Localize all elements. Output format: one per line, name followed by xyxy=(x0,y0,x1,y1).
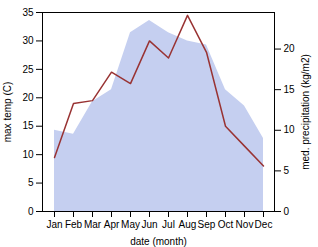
svg-text:15: 15 xyxy=(22,120,34,131)
svg-text:May: May xyxy=(121,219,140,230)
svg-text:Jun: Jun xyxy=(141,219,157,230)
svg-text:5: 5 xyxy=(28,177,34,188)
svg-text:10: 10 xyxy=(284,124,296,135)
svg-text:Aug: Aug xyxy=(179,219,197,230)
svg-text:15: 15 xyxy=(284,84,296,95)
svg-text:Sep: Sep xyxy=(198,219,216,230)
svg-text:10: 10 xyxy=(22,149,34,160)
svg-text:Feb: Feb xyxy=(65,219,83,230)
svg-text:25: 25 xyxy=(22,64,34,75)
svg-text:5: 5 xyxy=(284,165,290,176)
svg-text:Oct: Oct xyxy=(218,219,234,230)
svg-text:20: 20 xyxy=(22,92,34,103)
svg-text:35: 35 xyxy=(22,7,34,18)
svg-text:Nov: Nov xyxy=(236,219,254,230)
svg-text:Dec: Dec xyxy=(255,219,273,230)
svg-text:Jul: Jul xyxy=(162,219,175,230)
svg-text:Mar: Mar xyxy=(84,219,102,230)
svg-text:20: 20 xyxy=(284,43,296,54)
svg-text:Jan: Jan xyxy=(46,219,62,230)
svg-text:0: 0 xyxy=(284,206,290,217)
svg-text:med. precipitation (kg/m2): med. precipitation (kg/m2) xyxy=(300,54,311,170)
svg-text:0: 0 xyxy=(28,206,34,217)
svg-text:Apr: Apr xyxy=(104,219,120,230)
svg-text:max temp (C): max temp (C) xyxy=(2,82,13,143)
svg-text:date (month): date (month) xyxy=(130,236,187,247)
svg-text:30: 30 xyxy=(22,35,34,46)
